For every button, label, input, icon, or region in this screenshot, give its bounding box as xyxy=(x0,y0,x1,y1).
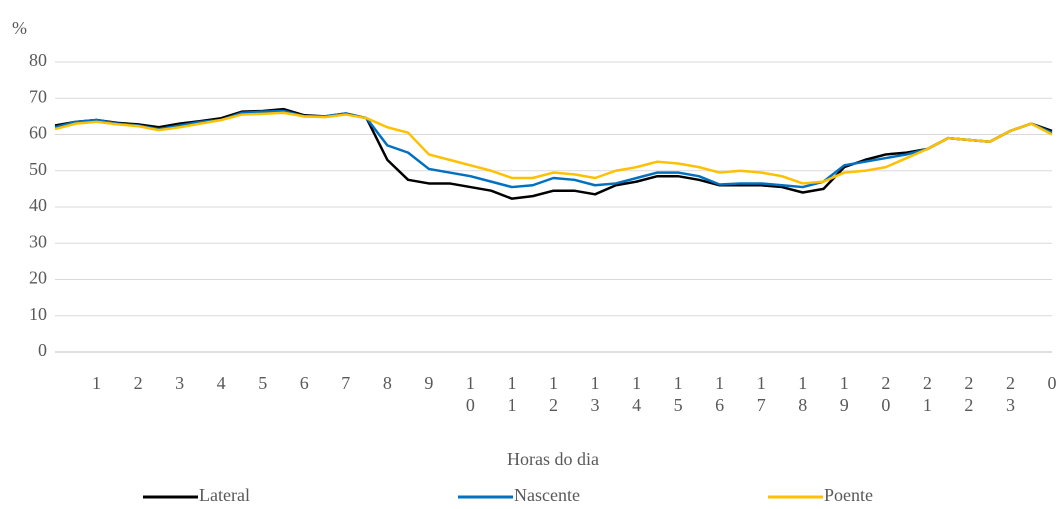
x-tick-label: 19 xyxy=(839,373,849,415)
y-tick-label: 60 xyxy=(29,123,47,143)
x-tick-label: 10 xyxy=(465,373,475,415)
x-tick-label: 21 xyxy=(922,373,932,415)
x-tick-label: 22 xyxy=(964,373,974,415)
x-tick-label: 13 xyxy=(590,373,600,415)
x-tick-label: 0 xyxy=(1047,373,1057,393)
x-axis-label: Horas do dia xyxy=(507,449,599,469)
legend-label: Poente xyxy=(824,485,873,505)
x-tick-label: 7 xyxy=(341,373,351,393)
x-tick-label: 14 xyxy=(632,373,642,415)
x-tick-label: 23 xyxy=(1005,373,1015,415)
x-tick-label: 18 xyxy=(798,373,808,415)
x-tick-label: 6 xyxy=(299,373,309,393)
y-tick-label: 30 xyxy=(29,231,47,251)
y-tick-label: 40 xyxy=(29,195,47,215)
x-tick-label: 5 xyxy=(258,373,268,393)
x-tick-label: 9 xyxy=(424,373,434,393)
y-tick-label: 80 xyxy=(29,50,47,70)
x-tick-label: 12 xyxy=(549,373,558,415)
x-tick-label: 17 xyxy=(756,373,766,415)
x-tick-label: 20 xyxy=(881,373,891,415)
x-tick-label: 2 xyxy=(133,373,143,393)
x-tick-label: 1 xyxy=(92,373,102,393)
x-tick-label: 4 xyxy=(216,373,226,393)
legend-label: Nascente xyxy=(514,485,580,505)
y-tick-label: 10 xyxy=(29,304,47,324)
x-tick-label: 15 xyxy=(673,373,683,415)
line-series xyxy=(54,111,1053,185)
y-tick-label: 50 xyxy=(29,159,47,179)
y-tick-label: 0 xyxy=(38,340,47,360)
x-tick-label: 3 xyxy=(175,373,185,393)
line-series xyxy=(54,107,1053,200)
legend-label: Lateral xyxy=(199,485,250,505)
y-tick-label: 20 xyxy=(29,268,47,288)
x-tick-label: 8 xyxy=(382,373,392,393)
y-axis-label: % xyxy=(12,18,27,38)
x-tick-label: 11 xyxy=(507,373,517,415)
x-tick-label: 16 xyxy=(715,373,725,415)
y-tick-label: 70 xyxy=(29,86,47,106)
